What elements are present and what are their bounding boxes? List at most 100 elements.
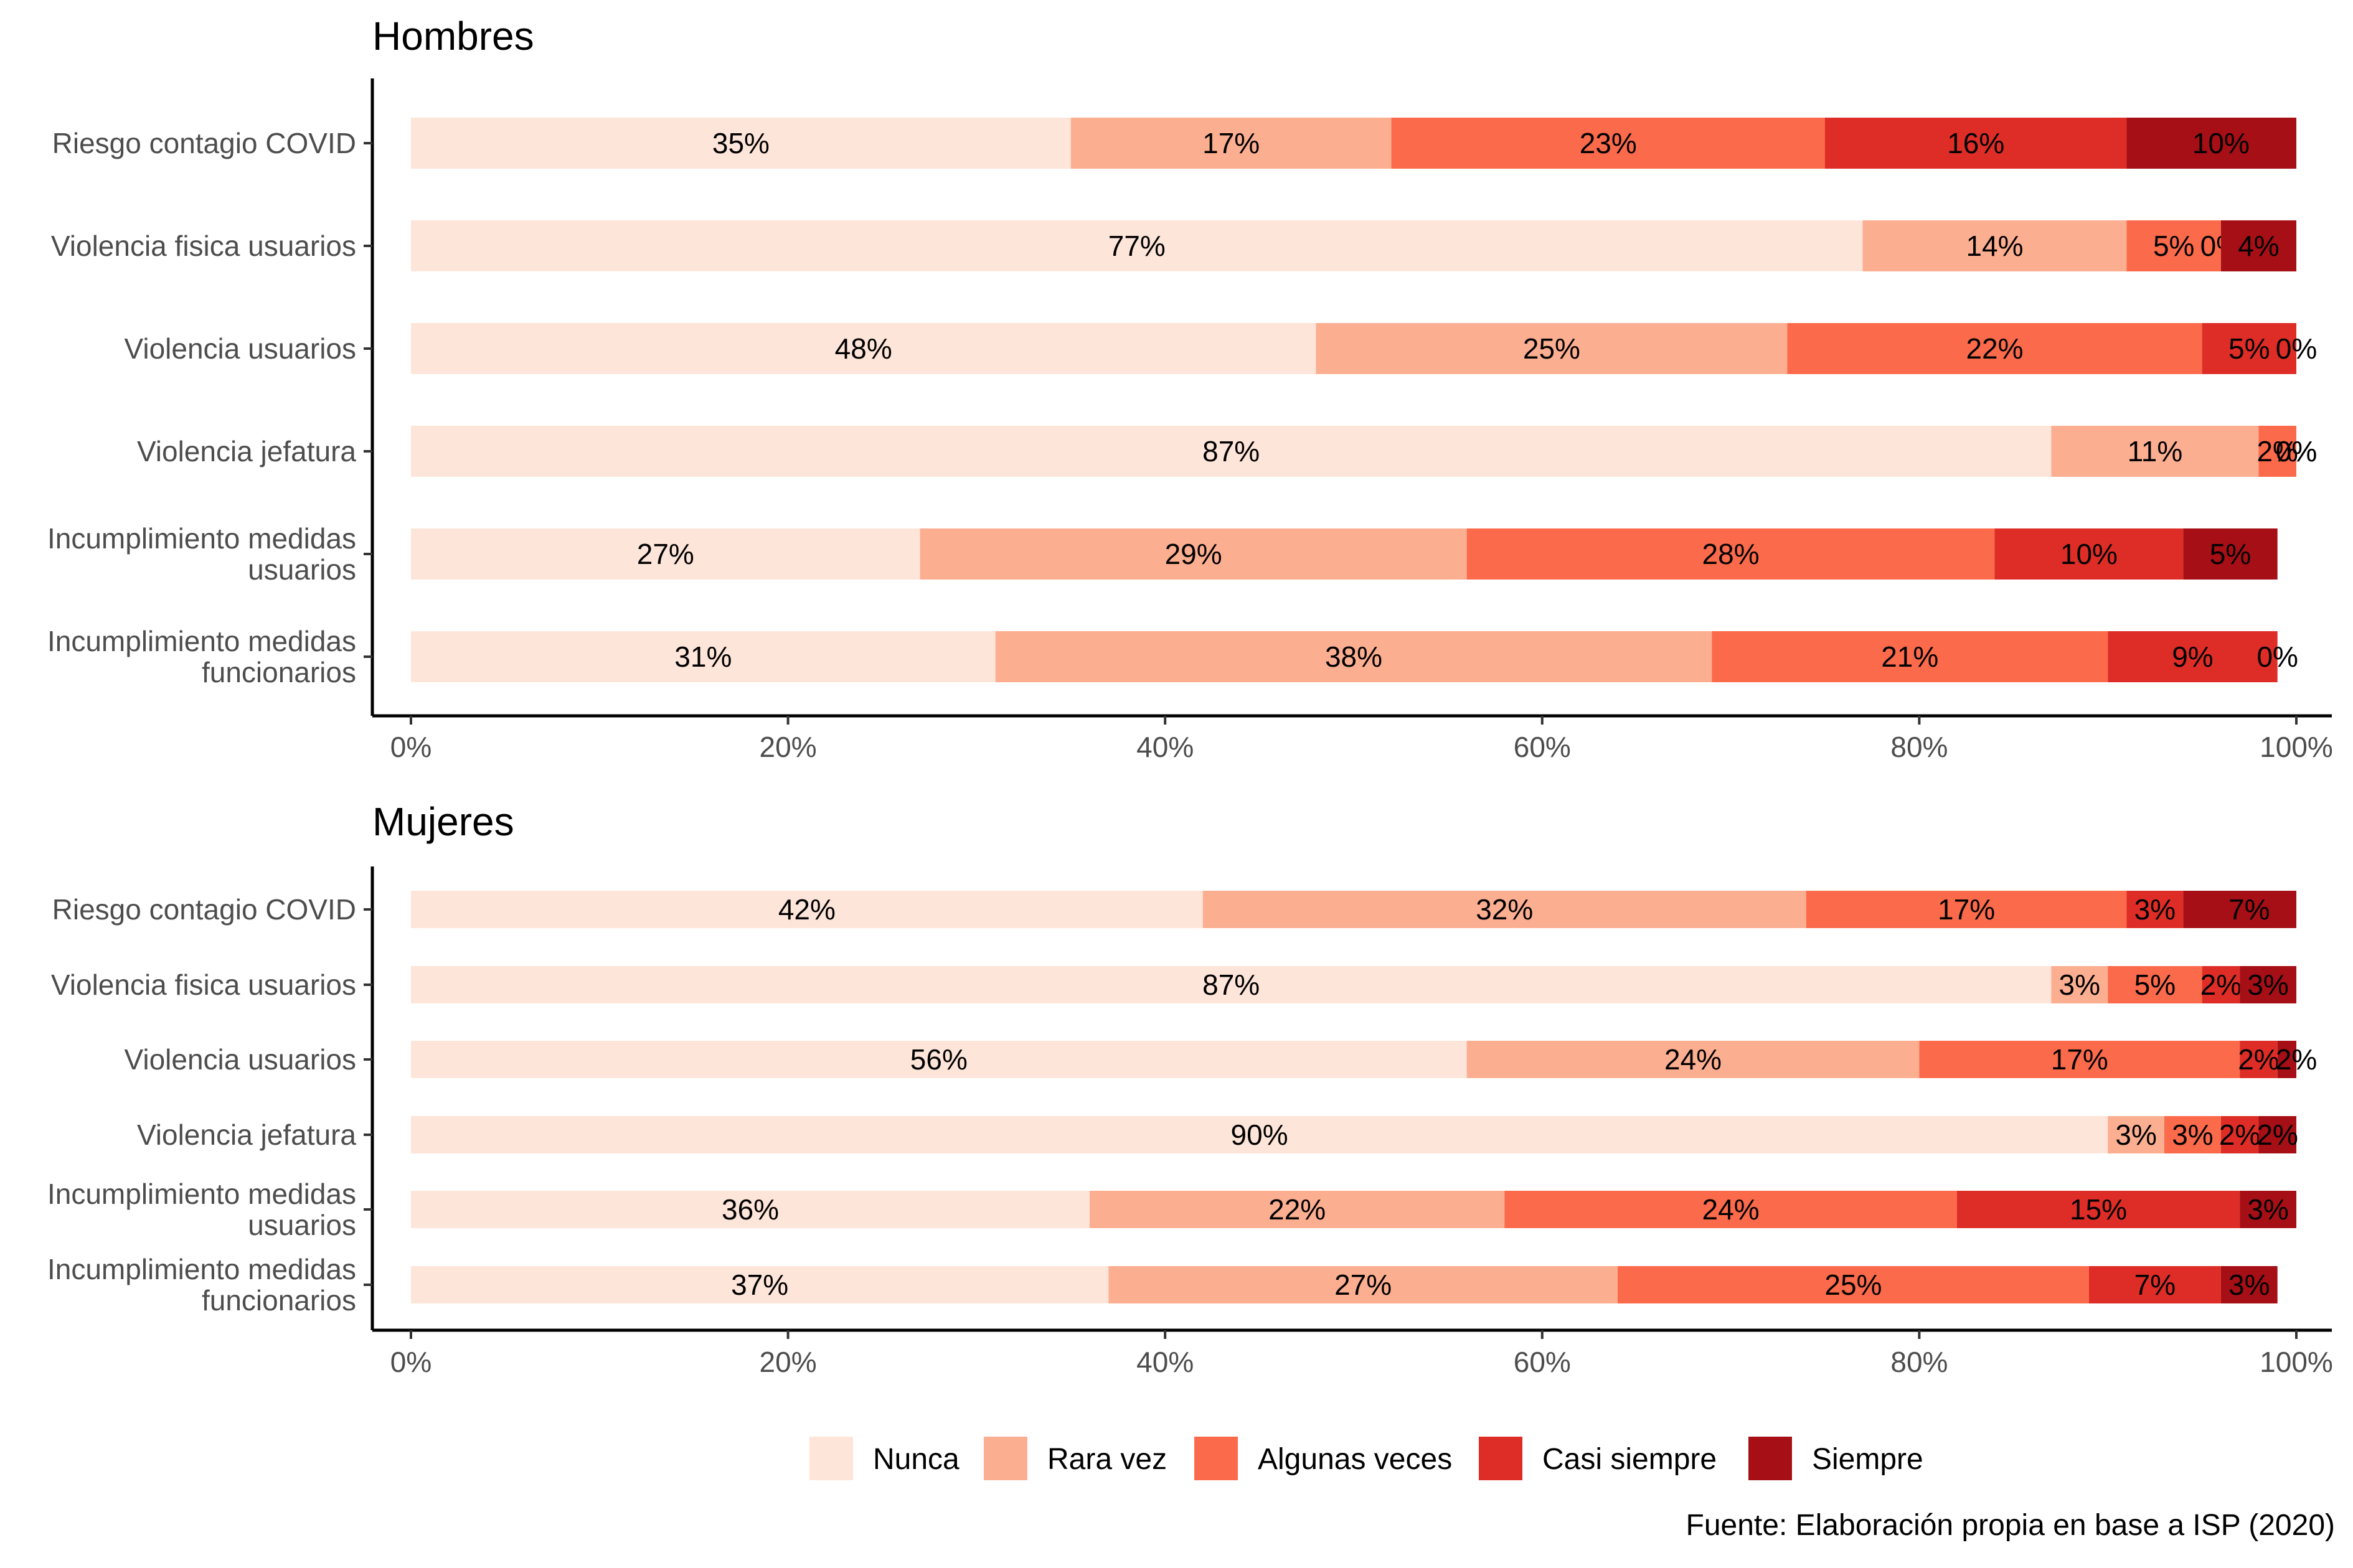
data-label: 3% bbox=[2228, 1269, 2270, 1301]
x-tick-label: 80% bbox=[1890, 731, 1948, 763]
data-label: 36% bbox=[722, 1193, 779, 1226]
data-label: 3% bbox=[2134, 893, 2176, 926]
legend-label: Casi siempre bbox=[1542, 1443, 1717, 1476]
bar-segment-nunca bbox=[411, 323, 1316, 374]
x-tick-label: 40% bbox=[1136, 731, 1194, 763]
data-label: 24% bbox=[1702, 1193, 1760, 1226]
data-label: 2% bbox=[2256, 1119, 2298, 1151]
data-label: 29% bbox=[1165, 538, 1222, 570]
data-label: 87% bbox=[1202, 969, 1260, 1001]
bar-segment-siempre bbox=[2183, 528, 2278, 580]
bar-segment-rara-vez bbox=[1466, 1041, 1920, 1078]
x-tick-label: 60% bbox=[1514, 1346, 1571, 1378]
data-label: 37% bbox=[731, 1269, 788, 1301]
data-label: 10% bbox=[2192, 127, 2250, 159]
category-label: Incumplimiento medidas usuarios bbox=[47, 522, 356, 586]
data-label: 0% bbox=[2276, 435, 2317, 467]
data-label: 3% bbox=[2247, 1193, 2288, 1226]
bar-segment-algunas-veces bbox=[2126, 220, 2221, 271]
data-label: 17% bbox=[2051, 1043, 2108, 1076]
data-label: 7% bbox=[2228, 893, 2270, 926]
panel-title: Hombres bbox=[372, 14, 534, 59]
bar-segment-nunca bbox=[411, 1191, 1090, 1228]
bar-segment-nunca bbox=[411, 118, 1071, 169]
category-label: Violencia jefatura bbox=[137, 1119, 356, 1151]
bar-segment-nunca bbox=[411, 220, 1863, 271]
x-tick-label: 80% bbox=[1890, 1346, 1948, 1378]
bar-segment-algunas-veces bbox=[1617, 1266, 2089, 1303]
data-label: 23% bbox=[1580, 127, 1637, 159]
data-label: 25% bbox=[1523, 332, 1580, 365]
bar-segment-nunca bbox=[411, 1116, 2108, 1153]
panel-title: Mujeres bbox=[372, 799, 514, 844]
category-label: Violencia usuarios bbox=[125, 1043, 357, 1076]
data-label: 28% bbox=[1702, 538, 1760, 570]
bar-segment-nunca bbox=[411, 1266, 1109, 1303]
data-label: 3% bbox=[2115, 1119, 2156, 1151]
category-label: Incumplimiento medidas funcionarios bbox=[47, 625, 356, 688]
bar-segment-casi-siempre bbox=[1956, 1191, 2240, 1228]
bar-segment-rara-vez bbox=[1070, 118, 1392, 169]
data-label: 2% bbox=[2238, 1043, 2279, 1076]
bar-segment-rara-vez bbox=[1862, 220, 2127, 271]
x-tick-label: 100% bbox=[2260, 1346, 2333, 1378]
bar-segment-algunas-veces bbox=[2108, 966, 2202, 1003]
data-label: 5% bbox=[2210, 538, 2251, 570]
data-label: 22% bbox=[1268, 1193, 1326, 1226]
data-label: 25% bbox=[1824, 1269, 1882, 1301]
data-label: 87% bbox=[1202, 435, 1260, 467]
data-label: 2% bbox=[2200, 969, 2242, 1001]
plot-area-hombres: 0% 20% 40% 60% 80% 100% Riesgo contagio COVID V… bbox=[47, 78, 2333, 763]
legend-item-algunas-veces: Algunas veces bbox=[1194, 1437, 1452, 1480]
bar-segment-rara-vez bbox=[2051, 966, 2108, 1003]
category-label: Incumplimiento medidas usuarios bbox=[47, 1178, 356, 1241]
bar-segment-siempre bbox=[2258, 1116, 2296, 1153]
data-label: 77% bbox=[1108, 230, 1166, 262]
data-label: 17% bbox=[1202, 127, 1260, 159]
data-label: 3% bbox=[2247, 969, 2288, 1001]
data-label: 17% bbox=[1938, 893, 1995, 926]
bar-segment-rara-vez bbox=[995, 631, 1712, 682]
data-label: 3% bbox=[2172, 1119, 2213, 1151]
bar-segment-algunas-veces bbox=[1391, 118, 1825, 169]
bar-segment-algunas-veces bbox=[1806, 891, 2127, 928]
data-label: 27% bbox=[1334, 1269, 1392, 1301]
bar-segment-rara-vez bbox=[920, 528, 1467, 580]
data-label: 4% bbox=[2238, 230, 2279, 262]
data-label: 24% bbox=[1664, 1043, 1722, 1076]
bar-segment-nunca bbox=[411, 528, 920, 580]
panel-hombres: Hombres 0% 20% 40% 60% 80% 100% Riesgo contagi… bbox=[47, 14, 2333, 763]
bar-segment-casi-siempre bbox=[2088, 1266, 2221, 1303]
bar-segment-algunas-veces bbox=[2258, 426, 2296, 477]
data-label: 5% bbox=[2153, 230, 2194, 262]
data-label: 38% bbox=[1325, 641, 1382, 673]
bar-segment-nunca bbox=[411, 1041, 1467, 1078]
data-label: 9% bbox=[2172, 641, 2213, 673]
bar-segment-nunca bbox=[411, 631, 996, 682]
data-label: 35% bbox=[712, 127, 770, 159]
data-label: 32% bbox=[1476, 893, 1533, 926]
legend-swatch bbox=[1194, 1437, 1238, 1480]
data-label: 10% bbox=[2060, 538, 2118, 570]
x-tick-label: 20% bbox=[760, 731, 817, 763]
category-label: Violencia fisica usuarios bbox=[51, 230, 356, 262]
data-label: 22% bbox=[1966, 332, 2023, 365]
bar-segment-rara-vez bbox=[2108, 1116, 2165, 1153]
bar-segment-siempre bbox=[2240, 1191, 2296, 1228]
bar-segment-algunas-veces bbox=[1787, 323, 2202, 374]
data-label: 48% bbox=[835, 332, 892, 365]
bar-segment-nunca bbox=[411, 426, 2052, 477]
bar-segment-rara-vez bbox=[1316, 323, 1788, 374]
data-label: 2% bbox=[2219, 1119, 2260, 1151]
bar-segment-casi-siempre bbox=[2220, 1116, 2259, 1153]
legend-item-rara-vez: Rara vez bbox=[984, 1437, 1167, 1480]
legend-swatch bbox=[1479, 1437, 1522, 1480]
bar-segment-casi-siempre bbox=[2240, 1041, 2278, 1078]
data-label: 56% bbox=[910, 1043, 968, 1076]
bar-segment-casi-siempre bbox=[2126, 891, 2184, 928]
x-tick-label: 100% bbox=[2260, 731, 2333, 763]
legend-label: Nunca bbox=[873, 1443, 960, 1476]
source-caption: Fuente: Elaboración propia en base a ISP… bbox=[1686, 1509, 2335, 1542]
bar-segment-rara-vez bbox=[1108, 1266, 1618, 1303]
